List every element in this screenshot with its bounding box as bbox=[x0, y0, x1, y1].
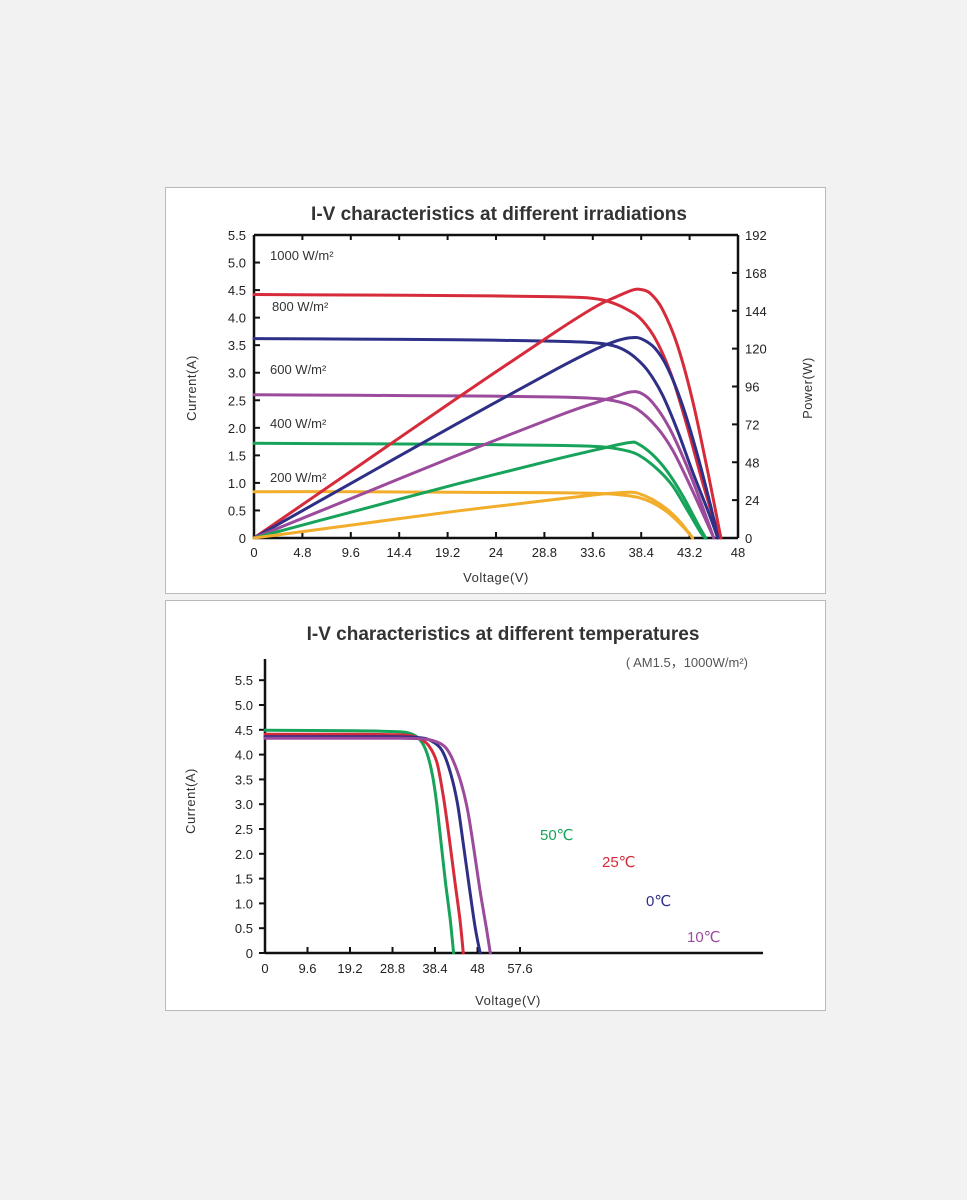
x-tick-label: 57.6 bbox=[507, 961, 532, 976]
x-tick-label: 43.2 bbox=[677, 545, 702, 560]
current-curve-green bbox=[252, 441, 708, 540]
iv-curve-purple bbox=[263, 736, 492, 955]
power-curve-green bbox=[252, 440, 708, 540]
x-tick-label: 19.2 bbox=[337, 961, 362, 976]
y-tick-label: 5.5 bbox=[228, 228, 246, 243]
x-axis-label: Voltage(V) bbox=[475, 993, 541, 1008]
curves bbox=[263, 728, 492, 955]
x-tick-label: 14.4 bbox=[387, 545, 412, 560]
y-tick-label: 3.0 bbox=[228, 366, 246, 381]
axis-ticks: 0 9.6 19.2 28.8 38.4 48 57.6 0 0.5 1.0 1.5 2.0 2.5 3.… bbox=[235, 673, 533, 976]
x-tick-label: 9.6 bbox=[298, 961, 316, 976]
y-tick-label: 1.0 bbox=[235, 896, 253, 911]
iv-curve-red bbox=[263, 732, 465, 955]
current-curve-red bbox=[252, 293, 723, 540]
y-tick-label: 0 bbox=[246, 946, 253, 961]
y2-tick-label: 168 bbox=[745, 266, 767, 281]
annotation-1000: 1000 W/m² bbox=[270, 248, 334, 263]
y-tick-label: 1.5 bbox=[235, 872, 253, 887]
power-curve-red bbox=[252, 287, 723, 540]
current-curve-blue bbox=[252, 337, 720, 540]
y-axis-label: Current(A) bbox=[184, 355, 199, 421]
x-tick-label: 4.8 bbox=[293, 545, 311, 560]
y2-tick-label: 0 bbox=[745, 531, 752, 546]
x-tick-label: 28.8 bbox=[380, 961, 405, 976]
x-tick-label: 28.8 bbox=[532, 545, 557, 560]
curves bbox=[252, 287, 723, 540]
y2-tick-label: 24 bbox=[745, 493, 759, 508]
chart-subtitle: ( AM1.5，1000W/m²) bbox=[626, 655, 748, 670]
y-tick-label: 3.5 bbox=[228, 338, 246, 353]
chart-title: I-V characteristics at different irradia… bbox=[311, 204, 687, 225]
power-curve-blue bbox=[252, 335, 720, 540]
y2-tick-label: 96 bbox=[745, 380, 759, 395]
x-tick-label: 38.4 bbox=[629, 545, 654, 560]
y-tick-label: 3.0 bbox=[235, 797, 253, 812]
x-tick-label: 38.4 bbox=[422, 961, 447, 976]
temperature-chart-panel: I-V characteristics at different tempera… bbox=[165, 600, 826, 1011]
label-10c: 10℃ bbox=[687, 929, 721, 946]
y-tick-label: 4.0 bbox=[228, 311, 246, 326]
annotation-200: 200 W/m² bbox=[270, 470, 327, 485]
irradiation-chart: I-V characteristics at different irradia… bbox=[184, 204, 815, 585]
y-tick-label: 4.5 bbox=[235, 723, 253, 738]
y-tick-label: 1.5 bbox=[228, 448, 246, 463]
y2-tick-label: 72 bbox=[745, 417, 759, 432]
current-curve-purple bbox=[252, 393, 716, 540]
y2-axis-label: Power(W) bbox=[800, 357, 815, 419]
y2-tick-label: 120 bbox=[745, 342, 767, 357]
y-tick-label: 5.0 bbox=[228, 256, 246, 271]
y-tick-label: 2.0 bbox=[228, 421, 246, 436]
axis-ticks: 0 4.8 9.6 14.4 19.2 24 28.8 33.6 38.4 43.2 4800.51… bbox=[228, 228, 767, 560]
chart-title: I-V characteristics at different tempera… bbox=[307, 624, 700, 645]
temperature-chart: I-V characteristics at different tempera… bbox=[183, 624, 763, 1008]
y2-tick-label: 144 bbox=[745, 304, 767, 319]
y-tick-label: 2.0 bbox=[235, 847, 253, 862]
iv-curve-green bbox=[263, 728, 456, 955]
x-tick-label: 48 bbox=[731, 545, 745, 560]
iv-curve-blue bbox=[263, 735, 482, 955]
y-tick-label: 4.0 bbox=[235, 748, 253, 763]
label-50c: 50℃ bbox=[540, 827, 574, 844]
y-tick-label: 3.5 bbox=[235, 772, 253, 787]
power-curve-purple bbox=[252, 390, 716, 540]
y-tick-label: 2.5 bbox=[235, 822, 253, 837]
y-tick-label: 4.5 bbox=[228, 283, 246, 298]
y-tick-label: 0.5 bbox=[228, 503, 246, 518]
y-tick-label: 0.5 bbox=[235, 921, 253, 936]
y-tick-label: 2.5 bbox=[228, 393, 246, 408]
y2-tick-label: 192 bbox=[745, 228, 767, 243]
x-tick-label: 48 bbox=[470, 961, 484, 976]
x-tick-label: 33.6 bbox=[580, 545, 605, 560]
x-tick-label: 19.2 bbox=[435, 545, 460, 560]
x-tick-label: 0 bbox=[250, 545, 257, 560]
y-tick-label: 5.5 bbox=[235, 673, 253, 688]
y-tick-label: 1.0 bbox=[228, 476, 246, 491]
x-axis-label: Voltage(V) bbox=[463, 570, 529, 585]
x-tick-label: 24 bbox=[489, 545, 503, 560]
y-axis-label: Current(A) bbox=[183, 768, 198, 834]
x-tick-label: 9.6 bbox=[342, 545, 360, 560]
label-0c: 0℃ bbox=[646, 893, 671, 910]
annotation-400: 400 W/m² bbox=[270, 416, 327, 431]
label-25c: 25℃ bbox=[602, 854, 636, 871]
annotation-800: 800 W/m² bbox=[272, 299, 329, 314]
x-tick-label: 0 bbox=[261, 961, 268, 976]
y-tick-label: 0 bbox=[239, 531, 246, 546]
power-curve-orange bbox=[252, 490, 695, 540]
irradiation-chart-panel: I-V characteristics at different irradia… bbox=[165, 187, 826, 594]
y-tick-label: 5.0 bbox=[235, 698, 253, 713]
y2-tick-label: 48 bbox=[745, 455, 759, 470]
current-curve-orange bbox=[252, 490, 695, 540]
annotation-600: 600 W/m² bbox=[270, 362, 327, 377]
